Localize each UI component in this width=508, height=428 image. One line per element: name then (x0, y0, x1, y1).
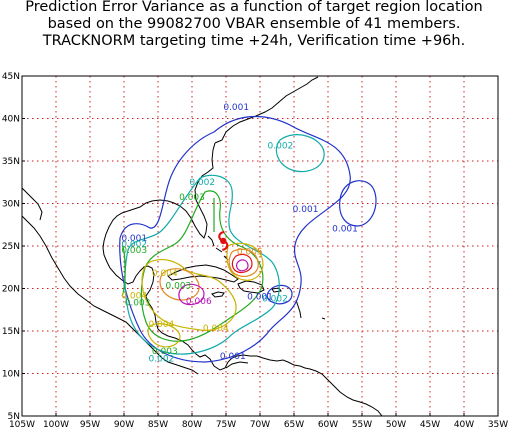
verification-point (218, 230, 229, 251)
contour-label: 0.001 (247, 293, 273, 303)
contour-0.004-main (141, 258, 237, 331)
lon-tick-label: 35W (488, 420, 508, 428)
lat-tick-label: 15N (2, 327, 20, 337)
lat-tick-label: 45N (2, 72, 20, 82)
coast-gulf (102, 199, 383, 416)
lon-tick-label: 90W (114, 420, 134, 428)
coast-south-america (225, 361, 249, 369)
lat-tick-label: 25N (2, 242, 20, 252)
contour-label: 0.001 (223, 103, 249, 113)
contour-label: 0.001 (121, 234, 147, 244)
contour-label: 0.002 (121, 240, 147, 250)
contour-label: 0.004 (152, 269, 178, 279)
contour-0.002-main (124, 174, 280, 355)
contour-label: 0.003 (125, 299, 151, 309)
contour-label: 0.001 (332, 225, 358, 235)
contour-label: 0.005 (237, 248, 263, 258)
contour-0.004-south (147, 323, 181, 348)
contour-label: 0.003 (179, 193, 205, 203)
lat-tick-label: 40N (2, 115, 20, 125)
island-jamaica (211, 291, 225, 298)
title-line-3: TRACKNORM targeting time +24h, Verificat… (42, 33, 466, 49)
coast-baja (22, 187, 43, 221)
lat-tick-label: 10N (2, 370, 20, 380)
contour-0.003-main (140, 190, 264, 342)
contour-label: 0.004 (121, 292, 147, 302)
hurricane-symbol-icon (218, 230, 229, 251)
lon-tick-label: 80W (182, 420, 202, 428)
contour-0.002-north (275, 134, 325, 173)
contour-label: 0.004 (149, 320, 175, 330)
lon-tick-label: 75W (216, 420, 236, 428)
lat-tick-label: 5N (8, 412, 20, 422)
contour-label: 0.003 (166, 282, 192, 292)
contour-0.006-c (236, 259, 249, 272)
title-line-2: based on the 99082700 VBAR ensemble of 4… (47, 16, 461, 32)
contour-label: 0.001 (293, 205, 319, 215)
contour-label: 0.001 (220, 352, 246, 362)
contour-0.001-outer (119, 115, 351, 363)
contour-0.006-a (231, 253, 253, 274)
coast-us-east (214, 76, 319, 144)
lat-tick-label: 20N (2, 285, 20, 295)
contour-label: 0.002 (262, 294, 288, 304)
lon-tick-label: 105W (9, 420, 35, 428)
contour-label: 0.006 (186, 297, 212, 307)
island-bermuda (321, 317, 326, 320)
contour-label: 0.002 (149, 355, 175, 365)
lon-tick-label: 40W (454, 420, 474, 428)
lon-tick-label: 45W (420, 420, 440, 428)
contour-0.004-ring (226, 242, 264, 281)
island-hispaniola (237, 280, 265, 294)
contour-0.003-left (121, 245, 126, 297)
contour-0.006-b (178, 283, 205, 306)
contour-label: 0.004 (203, 324, 229, 334)
lon-tick-label: 85W (148, 420, 168, 428)
lat-tick-label: 35N (2, 157, 20, 167)
island-puerto-rico (271, 287, 282, 293)
coast-mexico-pacific (22, 215, 199, 375)
contour-0.001-inner (266, 284, 293, 305)
contour-0.005-b (159, 268, 200, 301)
axis-ticks: 105W 100W 95W 90W 85W 80W 75W 70W 65W 60W 55W 50W 45… (2, 72, 508, 428)
lat-lon-grid (22, 76, 498, 416)
lon-tick-label: 60W (318, 420, 338, 428)
lon-tick-label: 95W (80, 420, 100, 428)
contour-label: 0.003 (152, 347, 178, 357)
contour-label: 0.002 (189, 178, 215, 188)
lat-tick-label: 30N (2, 200, 20, 210)
lon-tick-label: 50W (386, 420, 406, 428)
lon-tick-label: 65W (284, 420, 304, 428)
contour-label: 0.003 (121, 246, 147, 256)
lon-tick-label: 70W (250, 420, 270, 428)
lon-tick-label: 55W (352, 420, 372, 428)
title-line-1: Prediction Error Variance as a function … (25, 0, 483, 15)
coastlines (22, 76, 383, 416)
contour-0.001-east (339, 180, 377, 227)
contour-label: 0.002 (268, 141, 294, 151)
island-lesser-antilles (295, 299, 302, 319)
contour-0.005-a (228, 248, 259, 277)
coast-us-east-2 (167, 142, 216, 239)
contour-value-labels: 0.0010.0010.0010.0010.0010.0020.0020.002… (121, 103, 358, 365)
island-cuba (167, 264, 239, 283)
lon-tick-label: 100W (43, 420, 69, 428)
